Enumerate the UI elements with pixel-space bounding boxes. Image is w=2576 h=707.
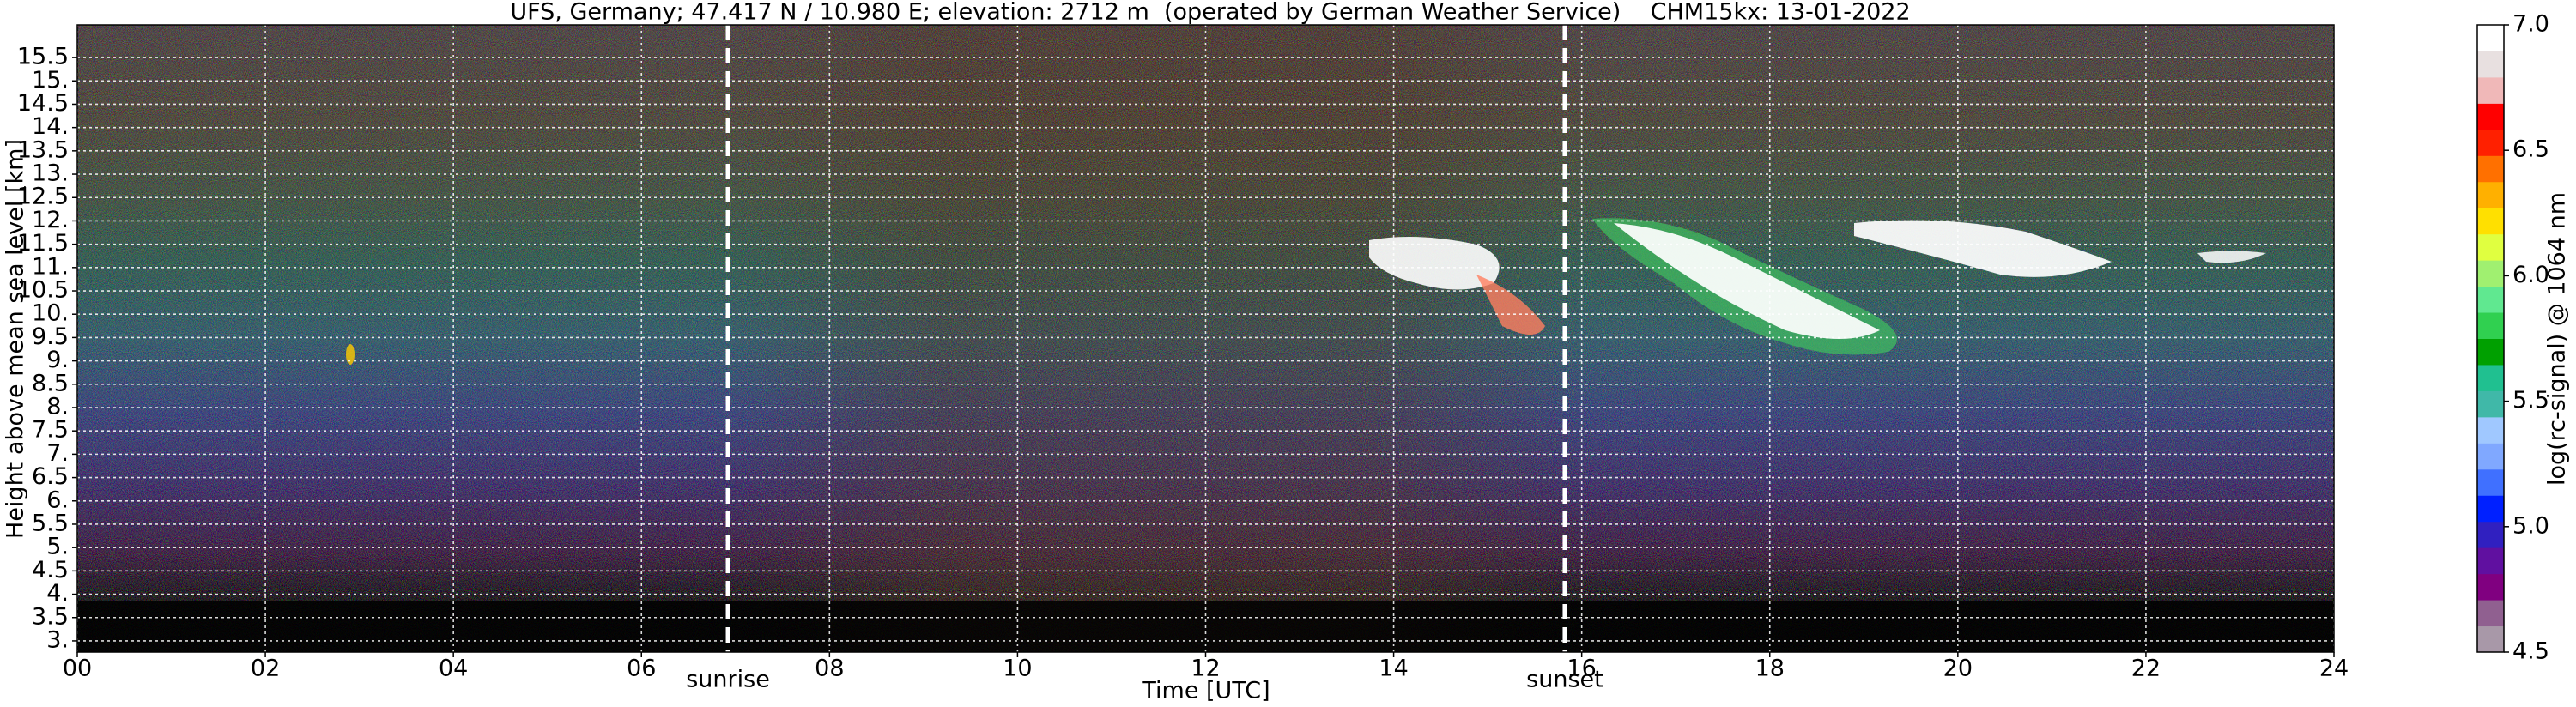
colorbar-segment	[2477, 416, 2504, 444]
y-tick-label: 3.	[46, 626, 69, 653]
colorbar-tick-label: 6.0	[2512, 262, 2549, 288]
y-tick-label: 5.	[46, 534, 69, 560]
colorbar-segment	[2477, 208, 2504, 235]
x-tick-label: 10	[1003, 656, 1032, 682]
y-tick-label: 7.5	[32, 417, 69, 444]
colorbar-segment	[2477, 521, 2504, 548]
y-tick-label: 13.	[32, 160, 69, 187]
colorbar-segment	[2477, 76, 2504, 104]
colorbar-segment	[2477, 547, 2504, 575]
y-tick-label: 14.	[32, 113, 69, 140]
annotation-label: sunrise	[686, 667, 770, 693]
x-tick-label: 20	[1943, 656, 1973, 682]
y-tick-label: 12.5	[17, 184, 69, 210]
colorbar-segment	[2477, 364, 2504, 391]
x-tick-label: 18	[1755, 656, 1785, 682]
colorbar-segment	[2477, 233, 2504, 261]
y-tick-label: 10.	[32, 300, 69, 327]
y-axis-label: Height above mean sea level [km]	[3, 139, 29, 539]
colorbar-segment	[2477, 286, 2504, 313]
colorbar-segment	[2477, 181, 2504, 208]
colorbar-segment	[2477, 573, 2504, 601]
y-tick-label: 11.5	[17, 230, 69, 257]
colorbar-frame	[2476, 24, 2505, 653]
colorbar-segment	[2477, 51, 2504, 78]
y-tick-label: 8.	[46, 393, 69, 420]
x-tick-label: 12	[1191, 656, 1220, 682]
x-tick-label: 16	[1567, 656, 1596, 682]
colorbar-segment	[2477, 260, 2504, 287]
y-tick-label: 15.5	[17, 44, 69, 70]
x-tick-label: 00	[63, 656, 92, 682]
x-tick-label: 22	[2131, 656, 2161, 682]
x-tick-label: 24	[2319, 656, 2349, 682]
colorbar-segment	[2477, 103, 2504, 130]
colorbar-segment	[2477, 338, 2504, 366]
colorbar-segment	[2477, 495, 2504, 523]
x-tick-label: 14	[1379, 656, 1408, 682]
y-tick-label: 7.	[46, 440, 69, 467]
chart-title: UFS, Germany; 47.417 N / 10.980 E; eleva…	[510, 0, 1910, 26]
x-tick-label: 08	[815, 656, 844, 682]
y-tick-label: 6.	[46, 486, 69, 513]
y-tick-label: 8.5	[32, 370, 69, 396]
y-tick-label: 15.	[32, 67, 69, 94]
colorbar-segment	[2477, 625, 2504, 653]
x-tick-label: 02	[251, 656, 280, 682]
y-tick-label: 4.	[46, 580, 69, 607]
y-tick-label: 9.	[46, 347, 69, 373]
colorbar-label: log(rc-signal) @ 1064 nm	[2544, 192, 2571, 486]
colorbar-segment	[2477, 155, 2504, 183]
colorbar-segment	[2477, 129, 2504, 156]
plot-frame	[76, 24, 2335, 653]
y-tick-label: 6.5	[32, 463, 69, 490]
y-tick-label: 14.5	[17, 90, 69, 117]
colorbar-tick-label: 5.0	[2512, 512, 2549, 539]
y-tick-label: 5.5	[32, 510, 69, 536]
colorbar-segment	[2477, 390, 2504, 418]
y-tick-label: 11.	[32, 253, 69, 280]
y-tick-label: 3.5	[32, 603, 69, 630]
colorbar-segment	[2477, 25, 2504, 51]
x-tick-label: 04	[439, 656, 468, 682]
colorbar-tick-label: 5.5	[2512, 387, 2549, 414]
y-tick-label: 13.5	[17, 136, 69, 163]
x-tick-label: 06	[627, 656, 656, 682]
y-tick-label: 10.5	[17, 277, 69, 304]
colorbar-segment	[2477, 443, 2504, 470]
annotation-label: sunset	[1526, 667, 1603, 693]
colorbar-segment	[2477, 468, 2504, 496]
x-axis-label: Time [UTC]	[1141, 678, 1270, 704]
colorbar-segment	[2477, 600, 2504, 627]
colorbar-segment	[2477, 312, 2504, 339]
colorbar-tick-label: 4.5	[2512, 638, 2549, 665]
y-tick-label: 9.5	[32, 323, 69, 350]
colorbar-tick-label: 6.5	[2512, 136, 2549, 163]
colorbar-tick-label: 7.0	[2512, 11, 2549, 38]
y-tick-label: 4.5	[32, 557, 69, 583]
y-tick-label: 12.	[32, 207, 69, 233]
